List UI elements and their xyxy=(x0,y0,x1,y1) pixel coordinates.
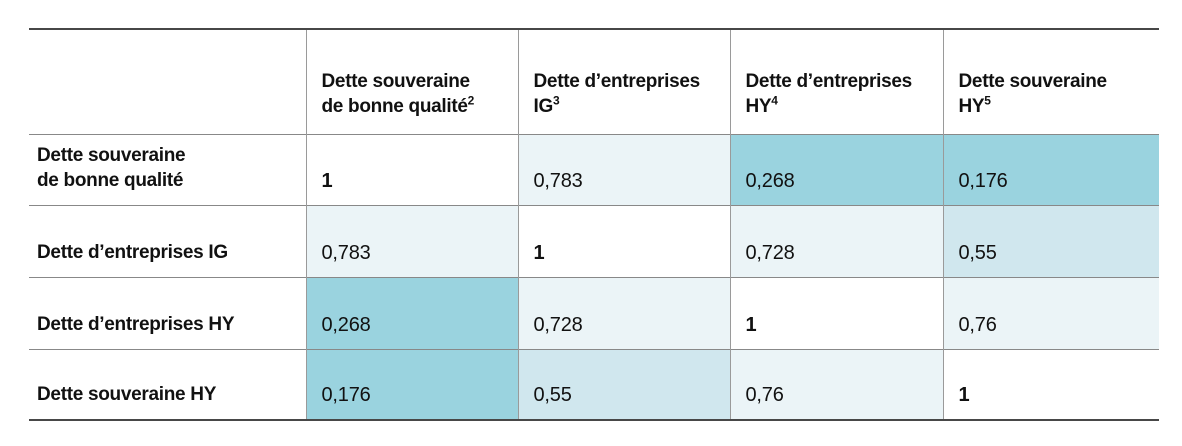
correlation-table: Dette souveraine de bonne qualité2 Dette… xyxy=(29,28,1159,421)
matrix-cell: 0,176 xyxy=(942,133,1159,205)
matrix-cell: 0,783 xyxy=(305,204,518,277)
column-header-sovereign-ig: Dette souveraine de bonne qualité2 xyxy=(305,29,518,134)
footnote-marker: 5 xyxy=(984,93,991,108)
row-label-corporate-hy: Dette d’entreprises HY xyxy=(29,276,306,349)
row-label-corporate-ig: Dette d’entreprises IG xyxy=(29,204,306,277)
column-header-line1: Dette souveraine xyxy=(321,70,471,92)
row-label-sovereign-hy: Dette souveraine HY xyxy=(29,348,306,420)
footnote-marker: 4 xyxy=(771,93,778,108)
row-label-sovereign-ig: Dette souveraine de bonne qualité xyxy=(29,133,306,205)
column-header-corporate-ig: Dette d’entreprises IG3 xyxy=(517,29,730,134)
column-header-line1: Dette d’entreprises xyxy=(533,70,701,92)
column-header-line2: HY5 xyxy=(958,93,991,117)
matrix-cell: 0,76 xyxy=(942,276,1159,349)
matrix-cell: 1 xyxy=(942,348,1159,420)
column-header-line2: IG3 xyxy=(533,93,560,117)
matrix-cell: 0,76 xyxy=(729,348,943,420)
matrix-cell: 0,55 xyxy=(942,204,1159,277)
column-header-corporate-hy: Dette d’entreprises HY4 xyxy=(729,29,943,134)
footnote-marker: 2 xyxy=(467,93,475,108)
matrix-cell: 0,55 xyxy=(517,348,730,420)
matrix-cell: 0,783 xyxy=(517,133,730,205)
table-row: Dette souveraine HY 0,176 0,55 0,76 1 xyxy=(29,348,1159,420)
table-row: Dette d’entreprises IG 0,783 1 0,728 0,5… xyxy=(29,204,1159,277)
column-header-line1: Dette souveraine xyxy=(958,70,1108,92)
matrix-cell: 1 xyxy=(517,204,730,277)
matrix-cell: 0,176 xyxy=(305,348,518,420)
column-header-line2: de bonne qualité2 xyxy=(321,93,475,117)
footnote-marker: 3 xyxy=(552,93,560,108)
matrix-cell: 1 xyxy=(305,133,518,205)
matrix-cell: 0,268 xyxy=(305,276,518,349)
matrix-cell: 0,268 xyxy=(729,133,943,205)
column-header-sovereign-hy: Dette souveraine HY5 xyxy=(942,29,1159,134)
table-row: Dette d’entreprises HY 0,268 0,728 1 0,7… xyxy=(29,276,1159,349)
column-header-line1: Dette d’entreprises xyxy=(745,70,913,92)
matrix-cell: 0,728 xyxy=(517,276,730,349)
matrix-cell: 1 xyxy=(729,276,943,349)
corner-cell xyxy=(29,29,306,134)
column-header-line2: HY4 xyxy=(745,93,778,117)
header-row: Dette souveraine de bonne qualité2 Dette… xyxy=(29,29,1159,134)
table-row: Dette souveraine de bonne qualité 1 0,78… xyxy=(29,133,1159,205)
matrix-cell: 0,728 xyxy=(729,204,943,277)
